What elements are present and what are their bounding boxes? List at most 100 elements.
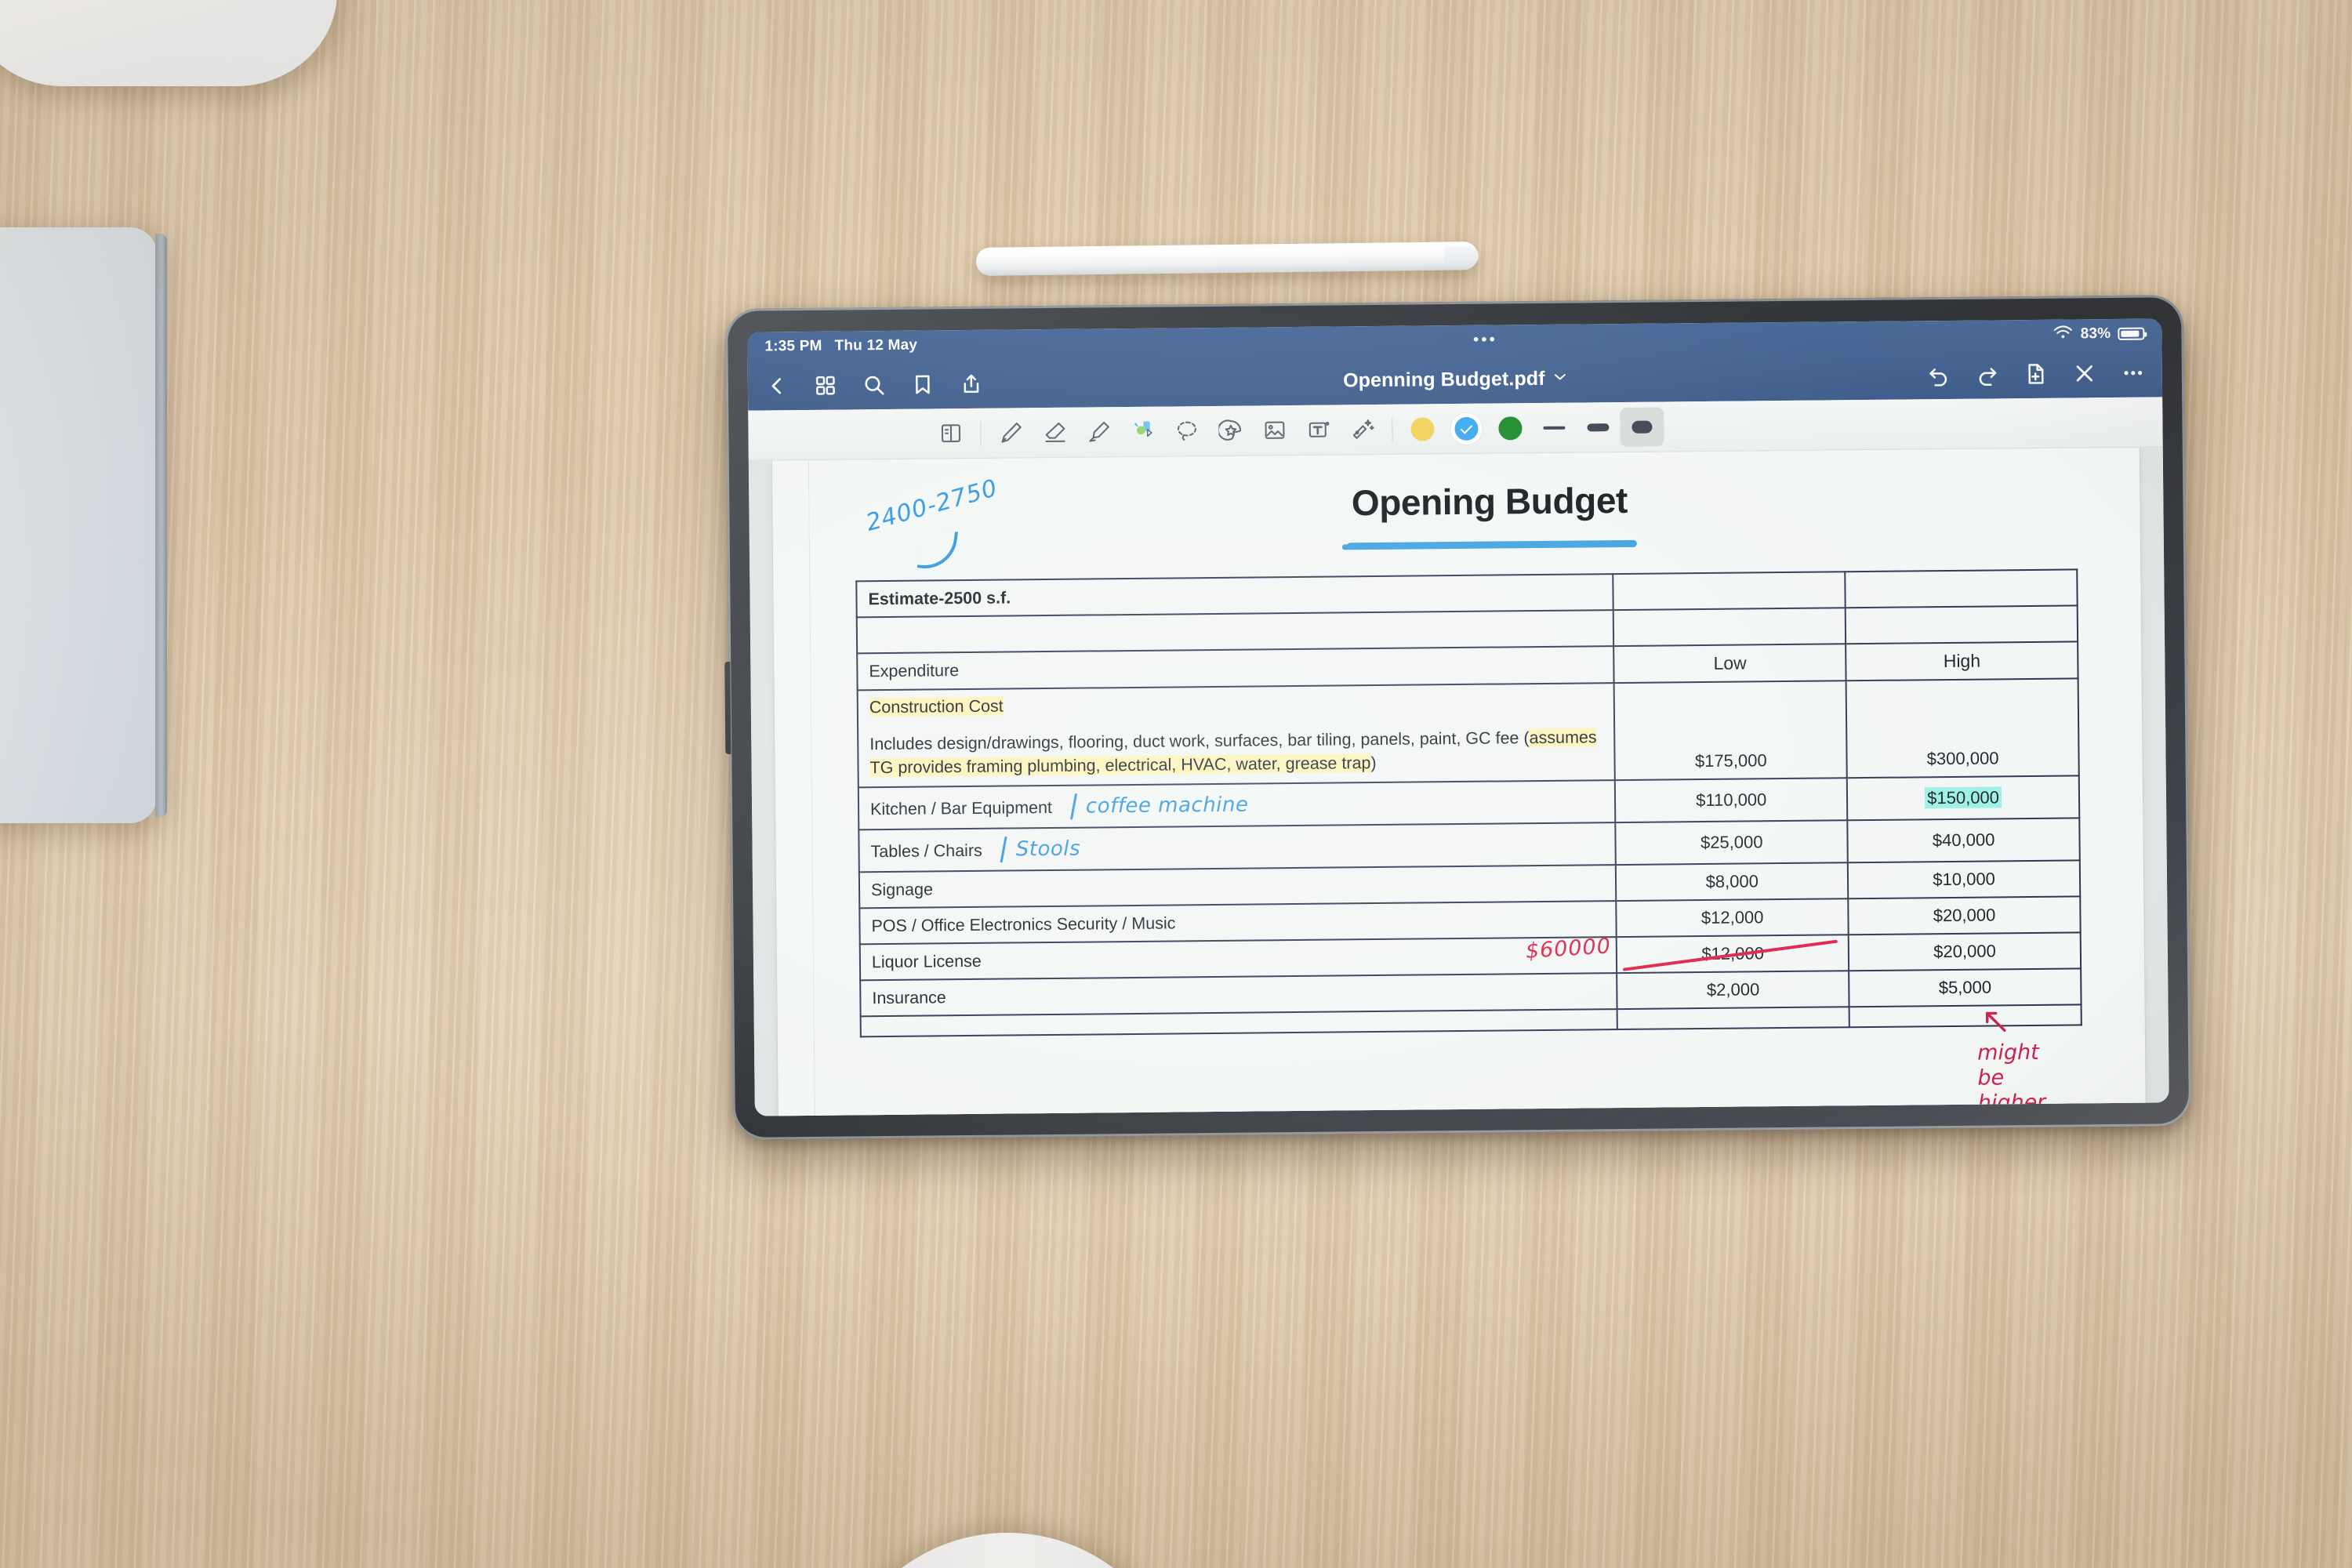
wifi-icon	[2053, 324, 2074, 344]
table-row: Construction Cost Includes design/drawin…	[857, 678, 2079, 788]
spacer-cell-3	[1845, 605, 2078, 644]
status-bar: 1:35 PM Thu 12 May ••• 83%	[764, 319, 2145, 362]
row-pos-low: $12,000	[1616, 898, 1849, 938]
partial-cell-2	[1617, 1007, 1849, 1030]
col-header-high: High	[1846, 641, 2078, 681]
color-swatch-green-wrap[interactable]	[1488, 408, 1532, 448]
stroke-width-thin[interactable]	[1532, 408, 1576, 448]
handwritten-liquor-amount: $60000	[1525, 934, 1613, 964]
row-tables-low: $25,000	[1615, 820, 1848, 866]
nav-right-group	[1927, 361, 2145, 387]
selection-tool-icon[interactable]	[1120, 412, 1164, 452]
handwritten-title-underline	[1346, 539, 1637, 550]
spacer-cell-2	[1613, 608, 1846, 647]
desc-plain: Includes design/drawings, flooring, duct…	[869, 728, 1530, 754]
row-insurance-low: $2,000	[1617, 971, 1849, 1010]
row-kitchen-high: $150,000	[1846, 775, 2080, 821]
handwritten-leader-line	[916, 527, 959, 573]
stylus-tip	[1443, 245, 1479, 267]
share-icon[interactable]	[960, 372, 983, 396]
row-liquor-high: $20,000	[1848, 932, 2082, 971]
stroke-thick-bar	[1632, 420, 1653, 434]
multitask-dots: •••	[1472, 330, 1498, 349]
stroke-medium-bar	[1587, 423, 1610, 431]
pdf-title: Opening Budget	[1351, 479, 1628, 524]
document-title: Openning Budget.pdf	[1343, 367, 1545, 391]
color-swatch-yellow[interactable]	[1410, 416, 1435, 441]
thumbnails-grid-icon[interactable]	[814, 374, 837, 397]
color-swatch-yellow-wrap[interactable]	[1400, 409, 1444, 449]
row-tables-high: $40,000	[1847, 818, 2080, 863]
stroke-width-medium[interactable]	[1576, 408, 1620, 448]
close-x-icon[interactable]	[2073, 361, 2096, 385]
tablet-screen: 1:35 PM Thu 12 May ••• 83%	[747, 318, 2169, 1116]
construction-cost-description: Includes design/drawings, flooring, duct…	[869, 726, 1603, 779]
chevron-down-icon[interactable]	[1552, 372, 1566, 386]
pen-tool-icon[interactable]	[989, 413, 1033, 453]
image-tool-icon[interactable]	[1252, 410, 1296, 450]
row-kitchen-low: $110,000	[1615, 778, 1848, 823]
color-swatch-blue-wrap[interactable]	[1444, 408, 1488, 448]
row-insurance-high: $5,000	[1849, 968, 2082, 1007]
document-viewport[interactable]: 2400-2750 Opening Budget Estimate-2500 s…	[748, 447, 2169, 1116]
row-tables-label: Tables / Chairs Stools	[858, 822, 1617, 873]
stroke-thin-bar	[1543, 426, 1566, 430]
handwritten-coffee-machine: coffee machine	[1085, 793, 1249, 818]
nav-bar: Openning Budget.pdf	[765, 349, 2146, 411]
toolbar-divider	[980, 420, 982, 446]
row-signage-high: $10,000	[1847, 860, 2081, 899]
undo-icon[interactable]	[1927, 363, 1951, 387]
budget-table: Estimate-2500 s.f. E	[855, 568, 2082, 1037]
col-header-low: Low	[1613, 644, 1846, 684]
round-desk-object	[831, 1533, 1184, 1568]
lasso-tool-icon[interactable]	[1164, 412, 1208, 452]
sticker-tool-icon[interactable]	[1208, 411, 1252, 451]
color-swatch-blue[interactable]	[1450, 412, 1483, 445]
status-time: 1:35 PM	[764, 337, 822, 355]
chevron-left-icon[interactable]	[765, 374, 789, 397]
kitchen-high-highlighted: $150,000	[1925, 786, 2002, 809]
margin-note-line-1: might	[1976, 1040, 2039, 1065]
tablet-device: 1:35 PM Thu 12 May ••• 83%	[724, 295, 2192, 1140]
more-dots-icon[interactable]	[2122, 361, 2145, 385]
tables-label-text: Tables / Chairs	[870, 841, 982, 862]
row-construction-low: $175,000	[1613, 681, 1847, 781]
redo-icon[interactable]	[1976, 362, 1999, 387]
desc-tail: )	[1370, 753, 1377, 772]
battery-icon	[2118, 327, 2145, 340]
handwritten-arrow-icon	[1982, 1007, 2009, 1034]
search-icon[interactable]	[862, 373, 886, 397]
laptop	[0, 227, 167, 823]
row-construction-high: $300,000	[1846, 678, 2079, 779]
document-title-group[interactable]: Openning Budget.pdf	[983, 364, 1927, 396]
estimate-prefix: Estimate-	[868, 588, 945, 608]
text-tool-icon[interactable]	[1296, 410, 1340, 450]
row-kitchen-label: Kitchen / Bar Equipment coffee machine	[858, 780, 1616, 830]
stroke-width-thick[interactable]	[1620, 406, 1664, 447]
computer-mouse	[0, 0, 337, 86]
volume-button[interactable]	[724, 661, 731, 754]
battery-percent: 83%	[2080, 325, 2111, 343]
pdf-page: 2400-2750 Opening Budget Estimate-2500 s…	[771, 447, 2147, 1116]
highlighter-tool-icon[interactable]	[1076, 412, 1120, 452]
row-signage-low: $8,000	[1616, 862, 1849, 902]
row-construction-label: Construction Cost Includes design/drawin…	[857, 683, 1616, 788]
row-liquor-low: $12,000	[1617, 935, 1849, 974]
handwritten-tick-2	[1000, 836, 1007, 863]
construction-cost-label: Construction Cost	[869, 696, 1004, 717]
eraser-tool-icon[interactable]	[1033, 412, 1076, 452]
row-liquor-label: Liquor License $60000	[859, 934, 1617, 981]
status-indicators: 83%	[2053, 324, 2145, 345]
margin-note-line-3: higher	[1977, 1090, 2046, 1116]
estimate-low-cell	[1613, 572, 1846, 611]
bookmark-icon[interactable]	[911, 372, 935, 396]
magic-wand-tool-icon[interactable]	[1340, 409, 1384, 449]
app-bar: 1:35 PM Thu 12 May ••• 83%	[747, 318, 2163, 411]
estimate-value: 2500 s.f.	[944, 587, 1011, 608]
stylus-pen	[975, 241, 1479, 276]
add-page-icon[interactable]	[2024, 362, 2048, 386]
color-swatch-green[interactable]	[1498, 416, 1523, 440]
annotation-toolbar	[748, 397, 2163, 461]
page-view-toggle-icon[interactable]	[928, 413, 972, 453]
